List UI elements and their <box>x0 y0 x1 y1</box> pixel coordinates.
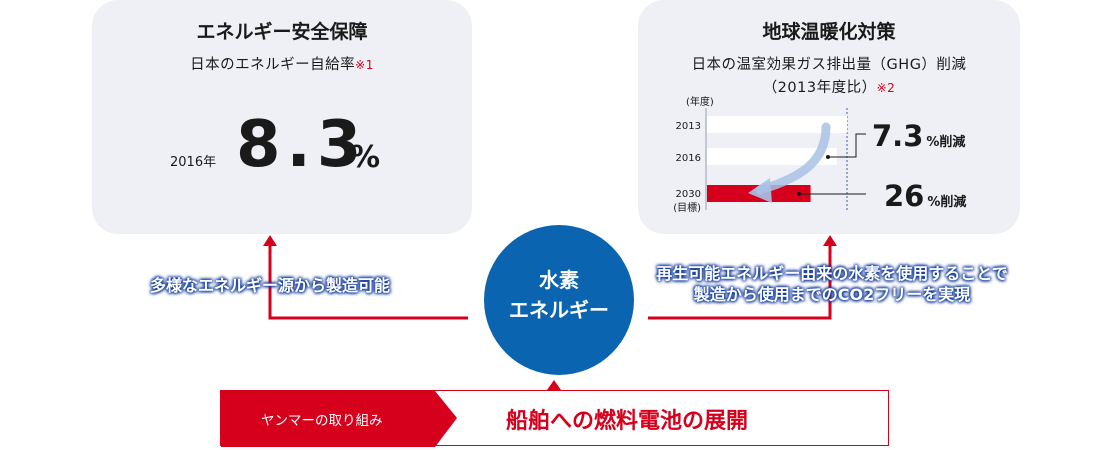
left-arrow-head-icon <box>263 235 277 246</box>
callout-2-unit: %削減 <box>927 194 966 210</box>
callout-1-dot <box>826 155 830 159</box>
global-warming-title: 地球温暖化対策 <box>762 21 896 43</box>
ghg-subtitle-line2: （2013年度比） <box>762 80 877 96</box>
yanmar-initiative-banner: ヤンマーの取り組み 船舶への燃料電池の展開 <box>220 390 889 447</box>
left-connector-line <box>268 244 468 320</box>
right-benefit-label: 再生可能エネルギー由来の水素を使用することで 製造から使用までのCO2フリーを実… <box>637 263 1027 305</box>
callout-2-value: 26 <box>884 179 924 213</box>
footnote-2: ※2 <box>876 81 896 95</box>
bar-target-label: (目標) <box>673 201 701 214</box>
chart-axis-title: (年度) <box>686 95 714 108</box>
footnote-1: ※1 <box>355 58 374 72</box>
left-benefit-label: 多様なエネルギー源から製造可能 <box>149 276 390 295</box>
reduction-arrow-head-icon <box>748 178 772 203</box>
callout-1: 7.3 %削減 <box>872 119 965 153</box>
bar-label-2030: 2030 <box>676 189 701 200</box>
bar-2016 <box>707 148 837 165</box>
bar-label-2013: 2013 <box>676 121 701 132</box>
ghg-subtitle-line2-wrap: （2013年度比）※2 <box>638 76 1020 97</box>
bar-2013 <box>707 116 847 133</box>
hydrogen-energy-line2: エネルギー <box>509 298 609 322</box>
energy-self-sufficiency-subtitle: 日本のエネルギー自給率※1 <box>92 53 472 74</box>
right-benefit-line2: 製造から使用までのCO2フリーを実現 <box>693 285 971 304</box>
energy-security-card: エネルギー安全保障 日本のエネルギー自給率※1 2016年 8.3 % <box>92 0 472 234</box>
callout-2: 26 %削減 <box>884 179 966 213</box>
reduction-arrow-icon <box>755 122 831 195</box>
global-warming-card: 地球温暖化対策 日本の温室効果ガス排出量（GHG）削減 （2013年度比）※2 <box>638 0 1020 234</box>
hydrogen-energy-line1: 水素 <box>539 268 579 292</box>
self-sufficiency-value: 8.3 <box>236 108 368 182</box>
energy-security-title: エネルギー安全保障 <box>196 21 368 43</box>
banner-tag-label: ヤンマーの取り組み <box>261 413 383 429</box>
energy-self-sufficiency-label: 日本のエネルギー自給率 <box>190 57 356 73</box>
banner-tag-shape <box>221 391 457 447</box>
hydrogen-energy-circle: 水素 エネルギー <box>484 225 634 375</box>
banner-main-title: 船舶への燃料電池の展開 <box>506 409 749 434</box>
self-sufficiency-unit: % <box>350 140 381 175</box>
banner-up-arrow-icon <box>547 380 561 390</box>
ghg-subtitle-line1: 日本の温室効果ガス排出量（GHG）削減 <box>691 57 967 73</box>
callout-2-dot <box>797 192 801 196</box>
bar-label-2016: 2016 <box>676 153 701 164</box>
self-sufficiency-year: 2016年 <box>170 155 217 170</box>
callout-1-value: 7.3 <box>872 119 923 153</box>
right-arrow-head-icon <box>823 235 837 246</box>
right-benefit-line1: 再生可能エネルギー由来の水素を使用することで <box>656 264 1008 283</box>
callout-1-leader <box>828 133 866 158</box>
callout-1-unit: %削減 <box>926 134 965 150</box>
right-connector-line <box>648 244 832 320</box>
